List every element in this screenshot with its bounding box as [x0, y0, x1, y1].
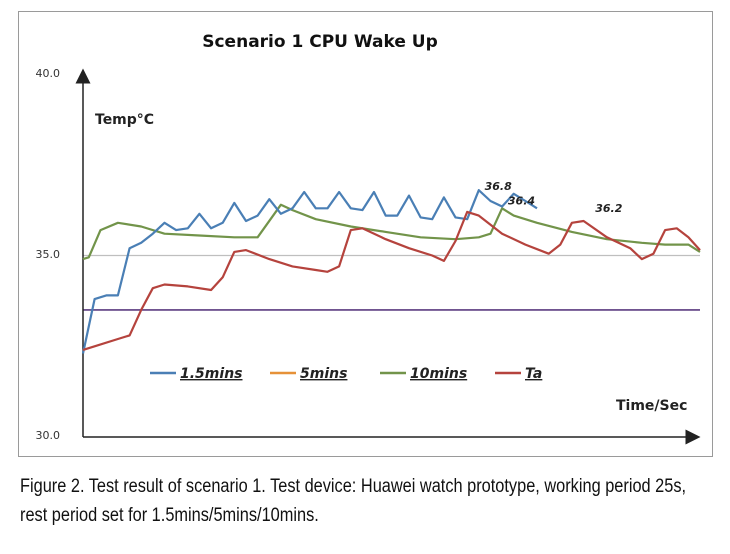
reference-lines	[83, 254, 700, 311]
series-line-1-5mins	[81, 189, 538, 354]
series-line-10mins	[82, 203, 701, 261]
chart-title: Scenario 1 CPU Wake Up	[202, 32, 438, 52]
y-tick-label: 35.0	[36, 248, 61, 261]
chart-svg: Scenario 1 CPU Wake Up 40.0 35.0 30.0 Te…	[36, 32, 701, 445]
legend-label: 10mins	[410, 366, 467, 382]
data-label: 36.8	[485, 180, 512, 193]
y-tick-label: 40.0	[36, 67, 61, 80]
series-line-ta	[82, 210, 701, 351]
data-label: 36.4	[508, 195, 535, 208]
axes: 40.0 35.0 30.0 Temp°C Time/Sec	[36, 67, 701, 445]
data-label: 36.2	[595, 202, 622, 215]
y-tick-label: 30.0	[36, 429, 61, 442]
annotations: 36.8 36.4 36.2	[485, 180, 623, 215]
legend: 1.5mins 5mins 10mins Ta	[150, 366, 542, 382]
legend-label: 5mins	[300, 366, 347, 382]
series-layer	[81, 189, 701, 354]
legend-label: Ta	[525, 366, 542, 382]
figure-caption: Figure 2. Test result of scenario 1. Tes…	[20, 476, 687, 526]
x-axis-title: Time/Sec	[616, 398, 687, 414]
figure-frame	[18, 11, 713, 457]
legend-label: 1.5mins	[180, 366, 243, 382]
y-axis-title: Temp°C	[95, 112, 154, 128]
